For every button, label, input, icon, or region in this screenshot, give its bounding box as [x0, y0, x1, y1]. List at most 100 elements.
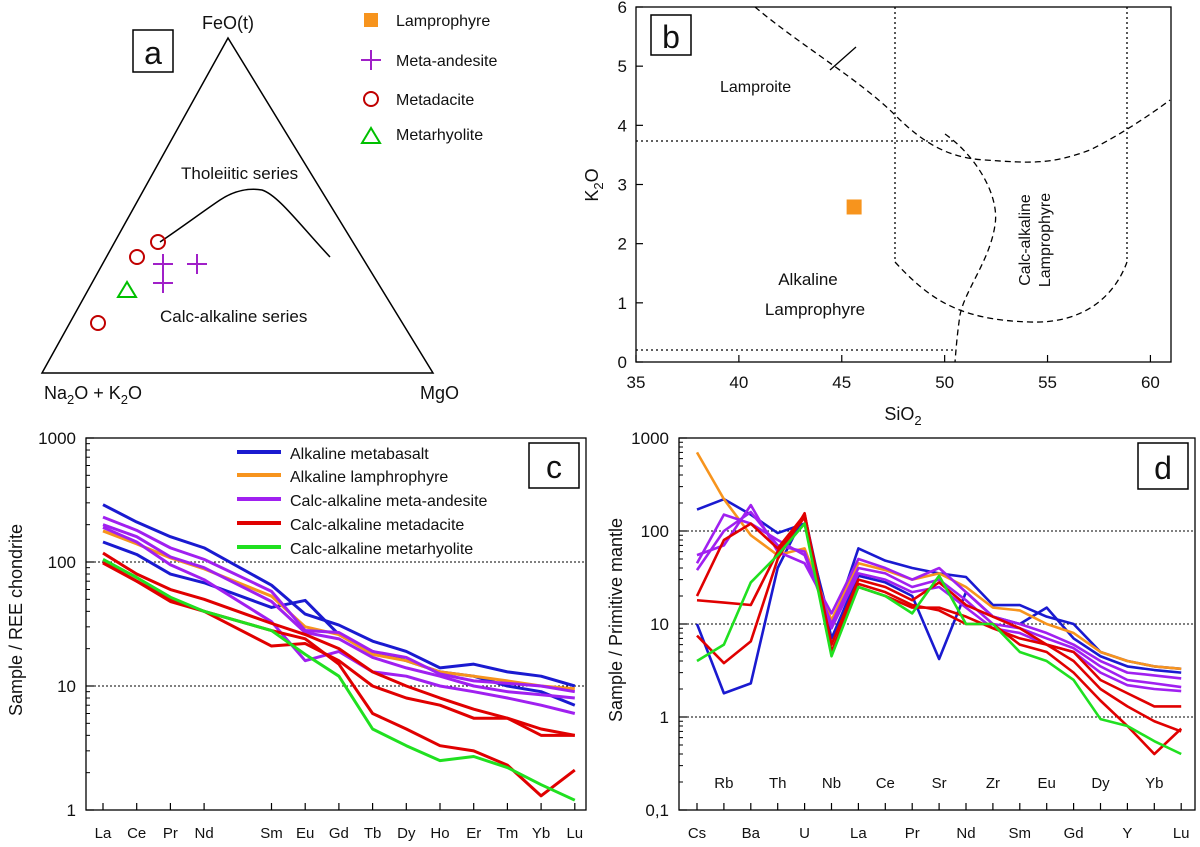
calc-lamprophyre-field-label: Lamprophyre: [1037, 193, 1054, 287]
series-line: [102, 558, 576, 802]
legend-metadacite-label: Metadacite: [396, 92, 474, 109]
legend-metadacite-label: Calc-alkaline metadacite: [290, 517, 464, 534]
tholeiitic-boundary-curve: [159, 188, 331, 258]
apex-mgo-label: MgO: [420, 383, 459, 403]
y-tick-label: 1: [67, 801, 76, 820]
x-tick-label: 35: [627, 373, 646, 392]
x-tick-label: Tb: [364, 825, 382, 842]
x-tick-label: Sm: [260, 825, 283, 842]
series-line: [695, 451, 1182, 671]
panel-c-lines: [102, 503, 576, 802]
x-tick-label: 60: [1141, 373, 1160, 392]
panel-d-y-axis-title-group: Sample / Primitive mantle: [606, 518, 626, 722]
x-tick-label: Zr: [986, 775, 1000, 792]
y-tick-label: 1000: [38, 429, 76, 448]
x-tick-label: Rb: [714, 775, 733, 792]
x-tick-label: Th: [769, 775, 787, 792]
x-tick-label: Yb: [532, 825, 550, 842]
y-tick-label: 100: [48, 553, 76, 572]
panel-b-label-box: [650, 14, 692, 56]
x-tick-label: Gd: [329, 825, 349, 842]
y-tick-label: 3: [618, 176, 627, 195]
legend-lamprophyre-symbol: [364, 13, 378, 27]
series-line: [695, 513, 1182, 689]
x-tick-label: Ba: [742, 825, 761, 842]
series-line: [102, 515, 576, 694]
panel-b-dotted-boundaries: [636, 7, 1128, 351]
y-tick-label: 4: [618, 116, 627, 135]
series-line: [102, 551, 576, 737]
panel-c-y-axis-title: Sample / REE chondrite: [6, 524, 26, 716]
panel-d-label-box: [1137, 442, 1189, 490]
x-tick-label: Yb: [1145, 775, 1163, 792]
panel-d-spider: 0,1 1 10 100 1000 Cs Rb Ba Th U Nb La Ce Pr Sr Nd Zr Sm Eu…: [606, 429, 1196, 842]
x-tick-label: Ce: [127, 825, 146, 842]
meta-andesite-point: [153, 273, 173, 293]
x-tick-label: Nb: [822, 775, 841, 792]
y-tick-label: 5: [618, 57, 627, 76]
y-tick-label: 100: [641, 522, 669, 541]
x-tick-label: 45: [832, 373, 851, 392]
x-tick-label: Sm: [1009, 825, 1032, 842]
panel-b-dashed-boundaries: [754, 6, 1171, 363]
x-tick-label: Ho: [430, 825, 449, 842]
series-line: [696, 511, 1183, 756]
x-tick-label: Lu: [566, 825, 583, 842]
series-line: [696, 522, 1182, 756]
metarhyolite-point: [116, 280, 138, 298]
metadacite-points: [90, 234, 166, 331]
x-tick-label: Eu: [296, 825, 314, 842]
panel-a-legend: Lamprophyre Meta-andesite Metadacite Met…: [360, 13, 497, 144]
meta-andesite-point: [153, 254, 173, 274]
panel-c-label-box: [528, 442, 580, 489]
series-line: [102, 561, 576, 798]
metadacite-point: [150, 234, 166, 250]
calc-alkaline-field-label-group: Calc-alkaline Lamprophyre: [1017, 193, 1054, 287]
x-tick-label: Nd: [956, 825, 975, 842]
panel-b-y-axis-title-group: K2O: [582, 168, 606, 201]
y-tick-label: 1000: [631, 429, 669, 448]
ternary-triangle: [40, 36, 435, 374]
legend-meta-andesite-symbol: [361, 50, 381, 70]
panel-a-label-box: [132, 29, 174, 73]
panel-b-frame: [635, 6, 1172, 363]
legend-meta-andesite-label: Calc-alkaline meta-andesite: [290, 493, 488, 510]
panel-b-x-axis-title: SiO2: [884, 404, 921, 428]
x-tick-label: La: [95, 825, 112, 842]
x-tick-label: Pr: [163, 825, 178, 842]
alkaline-field-label: Alkaline: [778, 270, 838, 289]
series-line: [102, 523, 575, 700]
legend-metarhyolite-label: Calc-alkaline metarhyolite: [290, 541, 473, 558]
y-tick-label: 2: [618, 235, 627, 254]
legend-metadacite-symbol: [363, 91, 379, 107]
panel-c-ticks: 1 10 100 1000 La Ce Pr Nd Sm Eu Gd Tb Dy Ho Er Tm Yb Lu: [38, 429, 583, 842]
calc-alkaline-series-label: Calc-alkaline series: [160, 307, 307, 326]
legend-alkaline-metabasalt-label: Alkaline metabasalt: [290, 446, 429, 463]
panel-c-label: c: [546, 449, 562, 485]
x-tick-label: Ce: [876, 775, 895, 792]
apex-feo-label: FeO(t): [202, 13, 254, 33]
alkaline-lamprophyre-field-label: Lamprophyre: [765, 300, 865, 319]
x-tick-label: Pr: [905, 825, 920, 842]
panel-b-y-axis-title: K2O: [582, 168, 606, 201]
lamprophyre-data-point: [846, 199, 862, 215]
x-tick-label: Dy: [397, 825, 416, 842]
series-line: [695, 513, 1182, 708]
metadacite-point: [129, 249, 145, 265]
tholeiitic-series-label: Tholeiitic series: [181, 164, 298, 183]
panel-c-y-axis-title-group: Sample / REE chondrite: [6, 524, 26, 716]
y-tick-label: 6: [618, 0, 627, 17]
x-tick-label: U: [799, 825, 810, 842]
panel-d-ticks: 0,1 1 10 100 1000 Cs Rb Ba Th U Nb La Ce Pr Sr Nd Zr Sm Eu…: [631, 429, 1189, 842]
x-tick-label: Er: [466, 825, 481, 842]
y-tick-label: 10: [57, 677, 76, 696]
x-tick-label: Lu: [1173, 825, 1190, 842]
panel-d-label: d: [1154, 450, 1172, 486]
panel-a-label: a: [144, 35, 162, 71]
legend-lamprophyre-label: Lamprophyre: [396, 13, 490, 30]
x-tick-label: Eu: [1038, 775, 1056, 792]
y-tick-label: 0: [618, 353, 627, 372]
